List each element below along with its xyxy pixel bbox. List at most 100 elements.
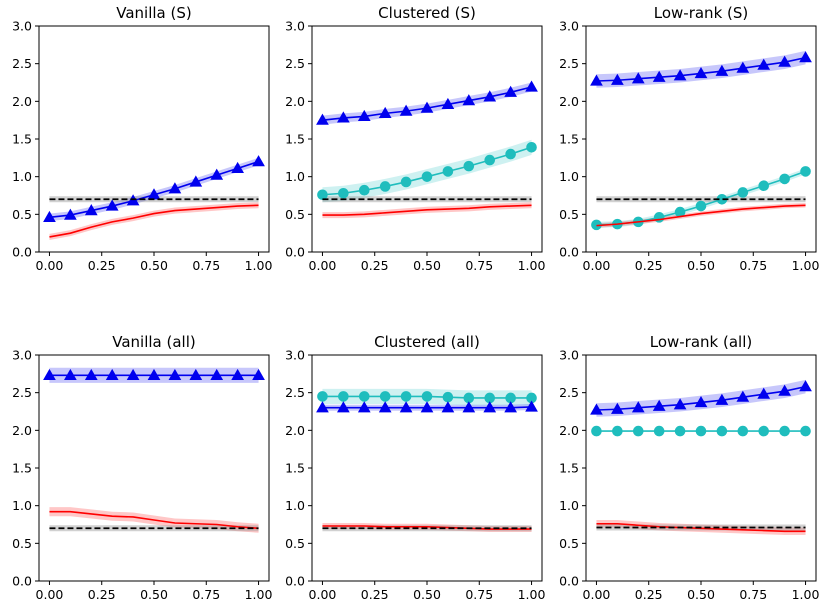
circle-marker (421, 391, 433, 402)
triangle-marker (462, 94, 476, 106)
y-tick-label: 1.0 (559, 169, 579, 184)
triangle-marker (231, 161, 244, 174)
triangle-marker (631, 72, 645, 84)
confidence-band (49, 202, 259, 240)
triangle-marker (357, 401, 371, 413)
y-tick-label: 1.5 (12, 461, 32, 476)
y-tick-label: 2.0 (12, 94, 32, 109)
triangle-marker (378, 401, 392, 413)
y-tick-label: 2.5 (285, 56, 305, 71)
x-tick-label: 0.50 (140, 258, 168, 273)
series-line (49, 510, 259, 530)
triangle-marker (611, 73, 624, 85)
y-tick-label: 3.0 (559, 348, 579, 363)
triangle-marker (652, 399, 666, 411)
triangle-marker (590, 403, 603, 415)
triangle-marker (399, 104, 413, 116)
circle-marker (591, 425, 602, 437)
x-tick-label: 1.00 (518, 587, 546, 602)
confidence-band (322, 139, 532, 203)
y-tick-label: 0.0 (12, 245, 32, 260)
y-tick-label: 0.5 (285, 207, 305, 222)
x-tick-label: 0.75 (465, 258, 493, 273)
y-tick-label: 0.0 (12, 574, 32, 589)
y-tick-label: 0.0 (285, 574, 305, 589)
y-tick-label: 2.5 (12, 56, 32, 71)
circle-marker (779, 425, 790, 437)
triangle-marker (168, 368, 182, 380)
y-tick-label: 1.5 (559, 461, 579, 476)
x-tick-label: 1.00 (792, 587, 820, 602)
x-tick-label: 0.75 (465, 587, 493, 602)
triangle-marker (189, 175, 203, 187)
circle-marker (695, 425, 707, 437)
triangle-marker (84, 368, 98, 380)
triangle-marker (631, 401, 645, 413)
circle-marker (505, 148, 516, 160)
triangle-marker (252, 155, 265, 167)
x-tick-label: 0.25 (88, 258, 116, 273)
circle-marker (421, 171, 433, 182)
triangle-marker (778, 384, 791, 396)
circle-marker (758, 180, 770, 192)
chart-title: Low-rank (S) (654, 4, 749, 22)
y-tick-label: 2.5 (559, 385, 579, 400)
triangle-marker (504, 85, 517, 97)
triangle-marker (105, 199, 119, 211)
x-tick-label: 1.00 (245, 587, 273, 602)
circle-marker (317, 189, 328, 201)
triangle-marker (420, 401, 434, 413)
triangle-marker (43, 210, 56, 222)
triangle-marker (105, 368, 119, 380)
circle-marker (379, 181, 391, 192)
triangle-marker (126, 368, 140, 380)
triangle-marker (483, 401, 497, 413)
y-tick-label: 2.5 (285, 385, 305, 400)
y-tick-label: 2.0 (12, 423, 32, 438)
y-tick-label: 3.0 (285, 348, 305, 363)
triangle-marker (462, 401, 476, 413)
circle-marker (632, 425, 644, 437)
y-tick-label: 1.5 (285, 461, 305, 476)
y-tick-label: 3.0 (559, 19, 579, 34)
y-tick-label: 1.0 (12, 169, 32, 184)
triangle-marker (420, 101, 434, 113)
x-tick-label: 0.75 (192, 587, 220, 602)
y-tick-label: 2.5 (559, 56, 579, 71)
x-tick-label: 0.25 (635, 258, 663, 273)
y-tick-label: 1.0 (285, 498, 305, 513)
y-tick-label: 0.5 (12, 536, 32, 551)
y-tick-label: 2.0 (559, 94, 579, 109)
x-tick-label: 0.50 (687, 587, 715, 602)
triangle-marker (673, 398, 687, 410)
x-tick-label: 0.00 (309, 258, 337, 273)
triangle-marker (316, 401, 329, 413)
y-tick-label: 2.5 (12, 385, 32, 400)
subplot-3: Low-rank (S) 0.0 0.5 1.0 1.5 2.0 2.5 3.0 0.00 0.2… (559, 4, 819, 273)
x-tick-label: 0.75 (192, 258, 220, 273)
circle-marker (779, 173, 790, 185)
chart-title: Low-rank (all) (650, 333, 753, 351)
triangle-marker (778, 55, 791, 67)
x-tick-label: 0.75 (739, 587, 767, 602)
x-tick-label: 0.25 (361, 587, 389, 602)
triangle-marker (736, 61, 750, 73)
chart-title: Clustered (S) (378, 4, 476, 22)
y-tick-label: 3.0 (285, 19, 305, 34)
subplot-6: Low-rank (all) 0.0 0.5 1.0 1.5 2.0 2.5 3.0 0.00 0… (559, 333, 819, 602)
circle-marker (400, 176, 412, 188)
triangle-marker (525, 400, 538, 412)
x-tick-label: 0.50 (413, 258, 441, 273)
chart-title: Vanilla (S) (116, 4, 191, 22)
circle-marker (716, 425, 728, 437)
triangle-marker (399, 401, 413, 413)
y-tick-label: 2.0 (559, 423, 579, 438)
circle-marker (442, 391, 454, 403)
x-tick-label: 0.50 (413, 587, 441, 602)
x-tick-label: 0.25 (88, 587, 116, 602)
triangle-marker (43, 368, 56, 380)
circle-marker (317, 391, 328, 402)
circle-marker (653, 425, 665, 437)
triangle-marker (715, 64, 729, 76)
